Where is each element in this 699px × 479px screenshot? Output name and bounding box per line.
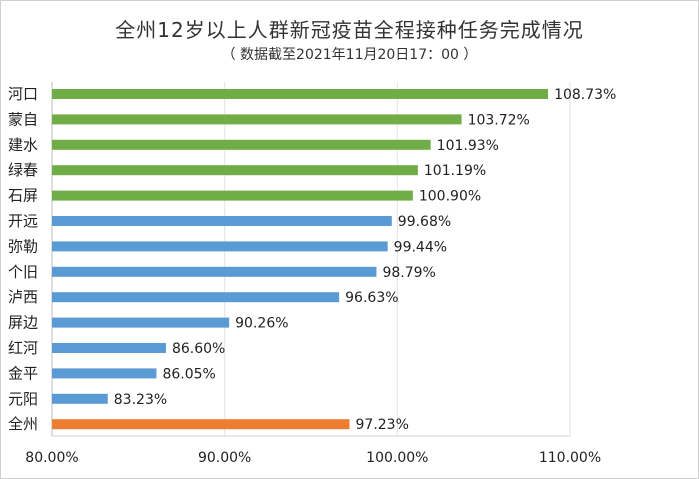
value-label: 86.05% xyxy=(162,366,215,382)
value-label: 98.79% xyxy=(382,265,435,281)
bar-12 xyxy=(52,368,157,379)
bar-14 xyxy=(52,419,350,430)
value-label: 97.23% xyxy=(356,417,409,433)
value-label: 83.23% xyxy=(114,392,167,408)
category-label: 绿春 xyxy=(8,161,38,179)
value-label: 101.19% xyxy=(424,163,486,179)
x-tick-label: 110.00% xyxy=(539,450,601,466)
category-label: 河口 xyxy=(8,85,38,103)
value-label: 108.73% xyxy=(554,87,616,103)
value-label: 99.44% xyxy=(394,239,447,255)
category-label: 元阳 xyxy=(8,390,38,408)
value-label: 99.68% xyxy=(398,214,451,230)
category-label: 红河 xyxy=(8,339,38,357)
bar-7 xyxy=(52,241,388,252)
category-label: 石屏 xyxy=(8,187,38,205)
bar-4 xyxy=(52,165,418,176)
category-label: 建水 xyxy=(8,136,38,154)
category-label: 蒙自 xyxy=(8,110,38,128)
bar-13 xyxy=(52,393,108,404)
bar-2 xyxy=(52,114,462,125)
value-label: 90.26% xyxy=(235,316,288,332)
bar-8 xyxy=(52,266,377,277)
x-tick-label: 80.00% xyxy=(25,450,78,466)
bar-5 xyxy=(52,190,413,201)
value-label: 103.72% xyxy=(468,112,530,128)
bar-9 xyxy=(52,292,340,303)
value-label: 100.90% xyxy=(419,189,481,205)
category-label: 屏边 xyxy=(8,314,38,332)
bar-10 xyxy=(52,317,230,328)
value-label: 96.63% xyxy=(345,290,398,306)
bar-11 xyxy=(52,343,166,353)
category-label: 全州 xyxy=(8,415,38,433)
chart-title: 全州12岁以上人群新冠疫苗全程接种任务完成情况 xyxy=(115,18,584,42)
bar-6 xyxy=(52,216,392,226)
value-label: 101.93% xyxy=(437,138,499,154)
category-label: 金平 xyxy=(8,364,38,382)
bar-1 xyxy=(52,89,549,99)
category-label: 开远 xyxy=(8,212,38,230)
category-label: 泸西 xyxy=(8,288,38,306)
x-tick-label: 90.00% xyxy=(198,450,251,466)
category-label: 弥勒 xyxy=(8,237,38,255)
chart-subtitle: （ 数据截至2021年11月20日17：00 ） xyxy=(221,47,478,63)
category-label: 个旧 xyxy=(8,263,38,281)
x-tick-label: 100.00% xyxy=(366,450,428,466)
value-label: 86.60% xyxy=(172,341,225,357)
bar-3 xyxy=(52,139,431,150)
